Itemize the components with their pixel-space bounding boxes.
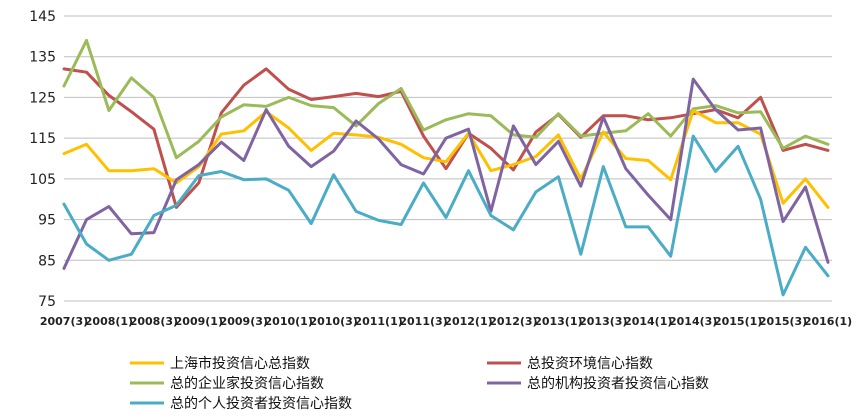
x-tick-label: 2011(3) [399, 315, 447, 328]
x-tick-label: 2015(1) [714, 315, 762, 328]
x-tick-label: 2014(1) [624, 315, 672, 328]
x-tick-label: 2008(3) [130, 315, 178, 328]
x-tick-label: 2008(1) [85, 315, 133, 328]
x-tick-label: 2010(3) [309, 315, 357, 328]
legend-label: 总投资环境信心指数 [527, 356, 653, 372]
series-line-4 [62, 134, 830, 297]
x-tick-label: 2013(1) [534, 315, 582, 328]
x-axis-ticks: 2007(3)2008(1)2008(3)2009(1)2009(3)2010(… [40, 315, 852, 328]
y-axis-ticks: 75 85 95 105 115 125 135 145 [29, 9, 56, 310]
legend-label: 总的机构投资者投资信心指数 [527, 376, 709, 392]
y-tick-label: 135 [29, 50, 56, 66]
y-tick-label: 145 [29, 9, 56, 25]
y-tick-label: 105 [29, 172, 56, 188]
x-tick-label: 2016(1) [804, 315, 852, 328]
x-tick-label: 2010(1) [265, 315, 313, 328]
series-line-2 [62, 38, 830, 160]
x-tick-label: 2013(3) [579, 315, 627, 328]
x-tick-label: 2011(1) [354, 315, 402, 328]
x-tick-label: 2014(3) [669, 315, 717, 328]
series-line-1 [62, 67, 830, 209]
y-tick-label: 85 [38, 253, 56, 269]
x-tick-label: 2009(1) [175, 315, 223, 328]
series-line-3 [62, 77, 830, 270]
series-lines [62, 38, 830, 297]
legend-label: 总的个人投资者投资信心指数 [170, 396, 352, 412]
x-tick-label: 2015(3) [759, 315, 807, 328]
y-tick-label: 115 [29, 131, 56, 147]
legend-label: 上海市投资信心总指数 [170, 355, 310, 372]
legend-label: 总的企业家投资信心指数 [170, 375, 324, 392]
series-line-0 [62, 109, 830, 209]
x-tick-label: 2009(3) [220, 315, 268, 328]
y-tick-label: 95 [38, 213, 56, 229]
x-tick-label: 2012(3) [489, 315, 537, 328]
y-tick-label: 125 [29, 90, 56, 106]
y-tick-label: 75 [38, 294, 56, 310]
x-tick-label: 2012(1) [444, 315, 492, 328]
x-tick-label: 2007(3) [40, 315, 88, 328]
